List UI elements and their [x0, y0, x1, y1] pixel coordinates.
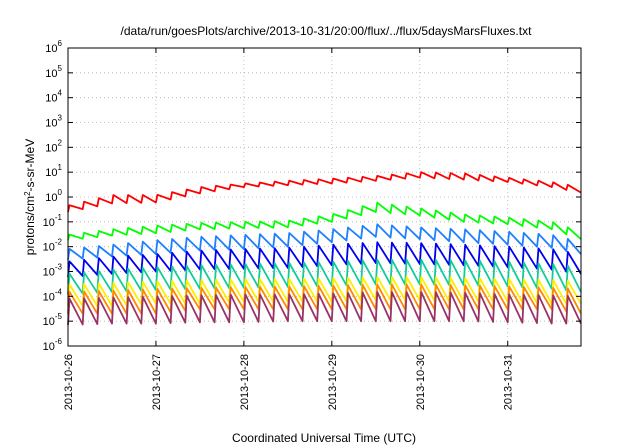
y-tick-base: 10 [43, 341, 55, 353]
series-layer [67, 171, 582, 326]
x-tick-label: 2013-10-26 [63, 354, 75, 410]
y-tick-exponent: -2 [55, 238, 63, 247]
y-tick-label: 104 [45, 89, 62, 105]
series-line-8 [67, 291, 582, 326]
y-tick-exponent: 0 [58, 188, 63, 197]
x-axis-label: Coordinated Universal Time (UTC) [232, 431, 416, 445]
y-tick-label: 106 [45, 39, 62, 55]
y-tick-label: 102 [45, 138, 62, 154]
y-tick-exponent: -4 [55, 287, 63, 296]
y-tick-base: 10 [45, 43, 57, 55]
y-tick-base: 10 [45, 93, 57, 105]
y-tick-exponent: 6 [58, 39, 63, 48]
y-tick-exponent: 3 [58, 114, 63, 123]
y-tick-exponent: -5 [55, 312, 63, 321]
y-axis-ticks: 10-610-510-410-310-210-11001011021031041… [43, 39, 581, 353]
y-axis-label-main: protons/cm [23, 196, 37, 255]
y-tick-exponent: -6 [55, 337, 63, 346]
y-tick-label: 10-3 [43, 263, 63, 279]
x-tick-label: 2013-10-30 [415, 354, 427, 410]
x-tick-label: 2013-10-31 [503, 354, 515, 410]
series-line-1 [67, 171, 582, 213]
y-tick-base: 10 [43, 316, 55, 328]
y-tick-label: 10-2 [43, 238, 63, 254]
y-tick-label: 103 [45, 114, 62, 130]
series-line-5 [67, 258, 582, 295]
y-tick-base: 10 [45, 118, 57, 130]
y-tick-base: 10 [45, 192, 57, 204]
series-line-4 [67, 241, 582, 278]
y-tick-base: 10 [45, 167, 57, 179]
x-tick-label: 2013-10-27 [151, 354, 163, 410]
y-tick-base: 10 [43, 291, 55, 303]
y-tick-label: 10-5 [43, 312, 63, 328]
series-line-3 [67, 223, 582, 260]
y-tick-exponent: -1 [55, 213, 63, 222]
y-tick-label: 105 [45, 64, 62, 80]
x-axis-ticks: 2013-10-26 2013-10-27 2013-10-28 2013-10-29… [63, 48, 515, 410]
y-axis-label: protons/cm2-s-sr-MeV [23, 139, 38, 255]
y-tick-label: 10-1 [43, 213, 63, 229]
y-tick-base: 10 [43, 217, 55, 229]
y-tick-base: 10 [45, 142, 57, 154]
x-tick-label: 2013-10-29 [327, 354, 339, 410]
y-tick-label: 101 [45, 163, 62, 179]
y-tick-exponent: 1 [58, 163, 63, 172]
series-line-2 [67, 201, 582, 241]
y-tick-exponent: 2 [58, 138, 63, 147]
y-tick-exponent: 5 [58, 64, 63, 73]
y-tick-base: 10 [43, 267, 55, 279]
y-tick-exponent: -3 [55, 263, 63, 272]
y-axis-label-sup: 2 [23, 191, 32, 196]
y-tick-exponent: 4 [58, 89, 63, 98]
y-tick-base: 10 [45, 68, 57, 80]
chart-title: /data/run/goesPlots/archive/2013-10-31/2… [121, 24, 533, 38]
y-tick-base: 10 [43, 242, 55, 254]
y-tick-label: 10-6 [43, 337, 63, 353]
y-tick-label: 100 [45, 188, 62, 204]
y-tick-label: 10-4 [43, 287, 63, 303]
y-axis-label-rest: -s-sr-MeV [23, 139, 37, 192]
x-tick-label: 2013-10-28 [239, 354, 251, 410]
